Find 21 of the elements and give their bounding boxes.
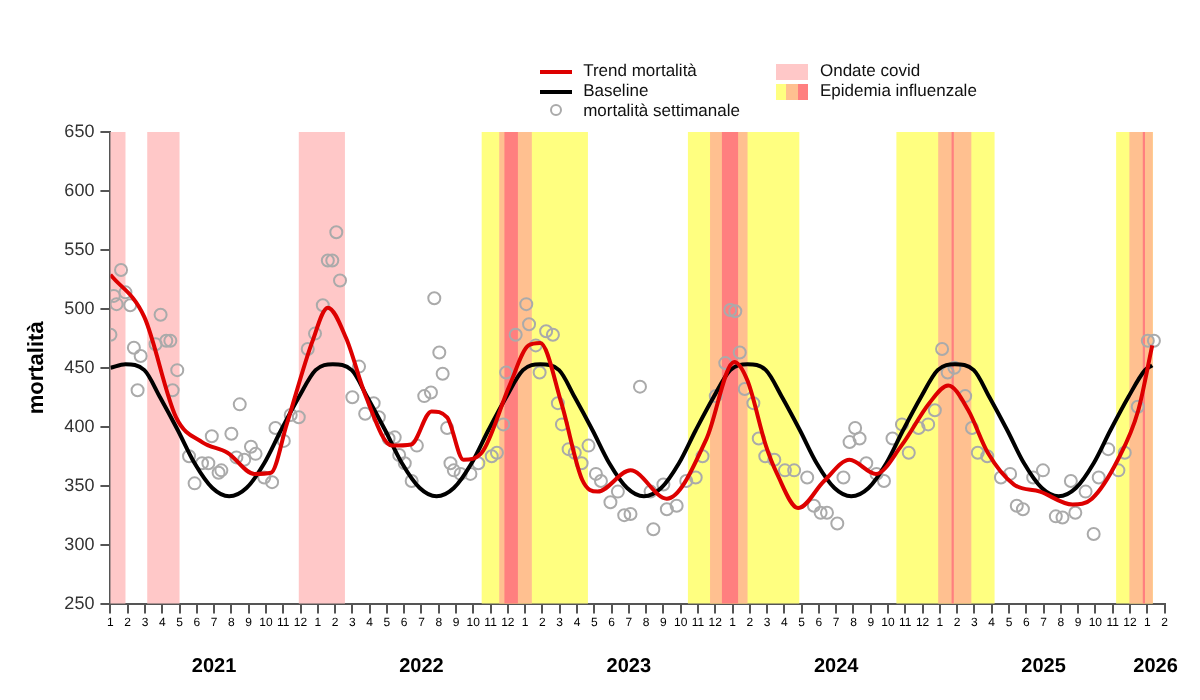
y-tick-label: 400 [64, 415, 95, 436]
y-axis-title: mortalità [25, 319, 50, 415]
y-tick-label: 600 [64, 179, 95, 200]
y-tick-label: 450 [64, 356, 95, 377]
x2-tick-label: 2023 [606, 655, 652, 678]
legend-label: Ondate covid [819, 60, 921, 80]
x2-tick-label: 2024 [813, 655, 860, 678]
y-tick-label: 650 [64, 120, 95, 141]
y-tick-label: 300 [64, 533, 95, 554]
legend-label: Epidemia influenzale [819, 80, 977, 100]
x2-tick-label: 2025 [1021, 655, 1067, 678]
y-tick-label: 250 [64, 592, 95, 613]
x2-tick-label: 2021 [191, 655, 238, 678]
legend-label: Trend mortalità [583, 60, 697, 80]
legend-label: Baseline [583, 80, 649, 100]
y-tick-label: 350 [64, 474, 95, 495]
legend-label: mortalità settimanale [583, 100, 740, 120]
x2-tick-label: 2022 [399, 655, 445, 678]
y-tick-label: 500 [64, 297, 95, 318]
y-tick-label: 550 [64, 238, 95, 259]
x2-tick-label: 2026 [1133, 655, 1179, 678]
